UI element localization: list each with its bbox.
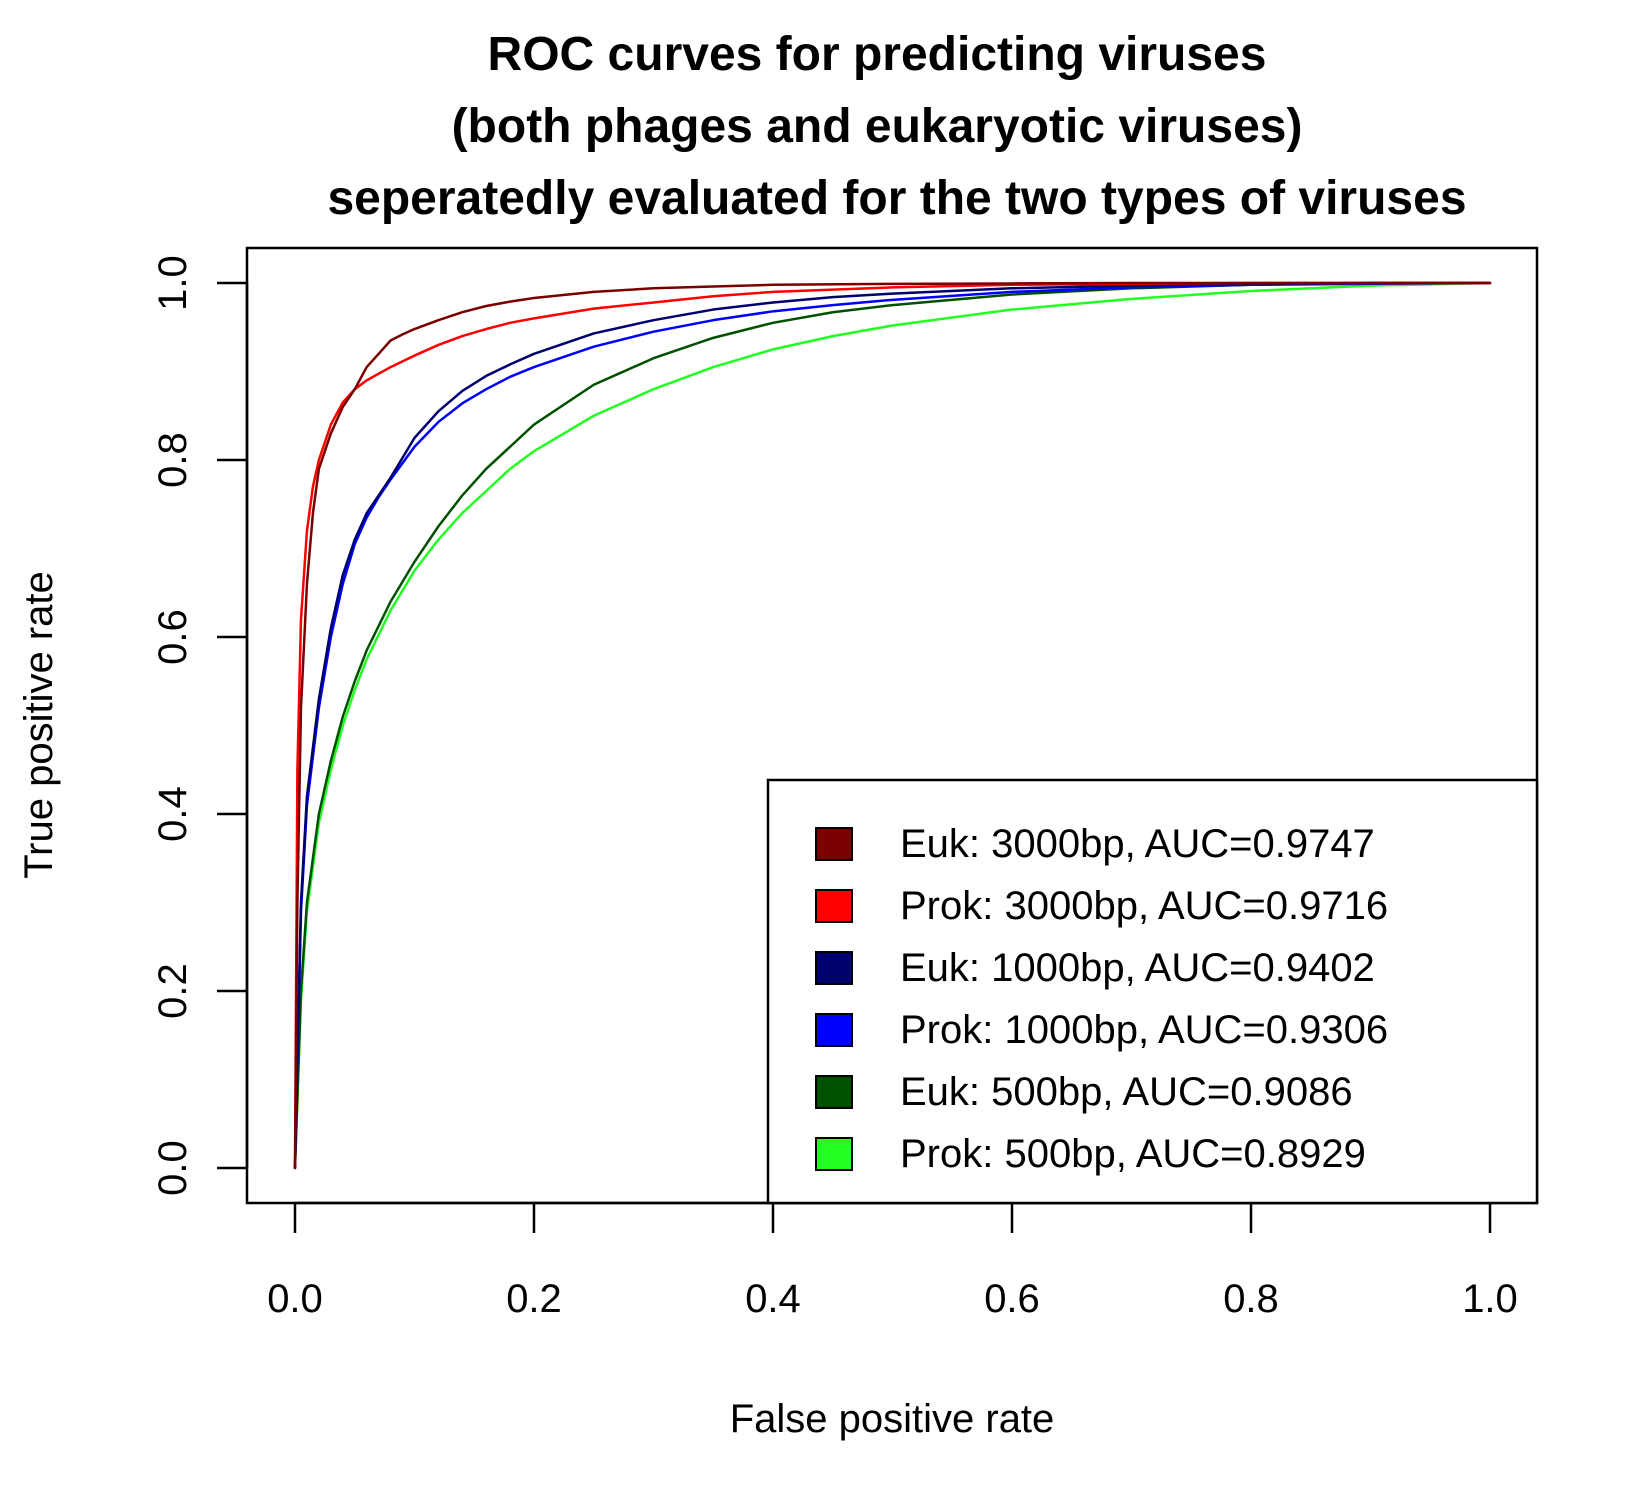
legend-label: Euk: 500bp, AUC=0.9086 bbox=[900, 1070, 1353, 1114]
y-tick-label: 0.2 bbox=[151, 963, 195, 1019]
y-axis: 0.0 0.2 0.4 0.6 0.8 1.0 bbox=[151, 255, 249, 1196]
series-line-1 bbox=[293, 281, 1492, 1170]
title-line-3: seperatedly evaluated for the two types … bbox=[327, 172, 1466, 225]
series-group bbox=[293, 281, 1492, 1170]
y-tick-label: 0.0 bbox=[151, 1140, 195, 1196]
legend-label: Prok: 1000bp, AUC=0.9306 bbox=[900, 1008, 1388, 1052]
x-tick-label: 1.0 bbox=[1462, 1277, 1518, 1321]
legend-label: Prok: 500bp, AUC=0.8929 bbox=[900, 1132, 1366, 1176]
x-tick-label: 0.8 bbox=[1223, 1277, 1279, 1321]
x-tick-label: 0.4 bbox=[745, 1277, 801, 1321]
legend: Euk: 3000bp, AUC=0.9747 Prok: 3000bp, AUC… bbox=[766, 778, 1539, 1205]
series-line-0 bbox=[293, 281, 1492, 1170]
legend-swatch bbox=[815, 889, 853, 923]
x-axis-title: False positive rate bbox=[730, 1397, 1055, 1441]
y-axis-title: True positive rate bbox=[17, 571, 61, 879]
y-tick-label: 0.6 bbox=[151, 609, 195, 665]
legend-box bbox=[766, 778, 1539, 1205]
legend-label: Euk: 3000bp, AUC=0.9747 bbox=[900, 822, 1375, 866]
title-line-2: (both phages and eukaryotic viruses) bbox=[452, 100, 1303, 153]
y-tick-label: 1.0 bbox=[151, 255, 195, 311]
series-line-2 bbox=[293, 281, 1492, 1170]
legend-label: Prok: 3000bp, AUC=0.9716 bbox=[900, 884, 1388, 928]
legend-swatch bbox=[815, 1137, 853, 1171]
legend-label: Euk: 1000bp, AUC=0.9402 bbox=[900, 946, 1375, 990]
legend-swatch bbox=[815, 827, 853, 861]
legend-swatch bbox=[815, 951, 853, 985]
series-line-3 bbox=[293, 281, 1492, 1170]
chart-title: ROC curves for predicting viruses (both … bbox=[327, 28, 1466, 225]
legend-swatch bbox=[815, 1075, 853, 1109]
y-tick-label: 0.8 bbox=[151, 432, 195, 488]
series-line-4 bbox=[293, 281, 1492, 1170]
x-tick-label: 0.0 bbox=[267, 1277, 323, 1321]
x-tick-label: 0.6 bbox=[984, 1277, 1040, 1321]
y-tick-label: 0.4 bbox=[151, 786, 195, 842]
legend-swatch bbox=[815, 1013, 853, 1047]
series-line-5 bbox=[293, 281, 1492, 1170]
title-line-1: ROC curves for predicting viruses bbox=[488, 28, 1267, 81]
legend-items: Euk: 3000bp, AUC=0.9747 Prok: 3000bp, AUC… bbox=[815, 822, 1388, 1176]
x-tick-label: 0.2 bbox=[506, 1277, 562, 1321]
